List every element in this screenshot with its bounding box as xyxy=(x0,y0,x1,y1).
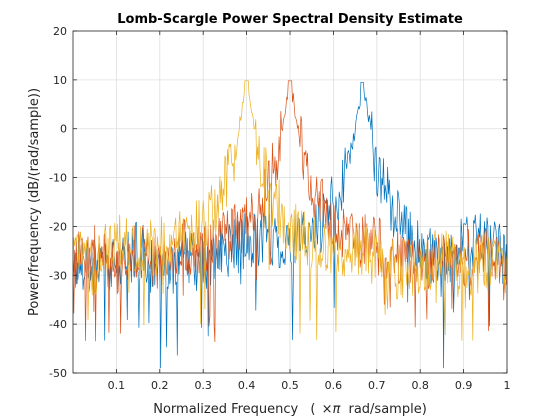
series-line-3 xyxy=(72,80,508,341)
x-axis-label-prefix: Normalized Frequency xyxy=(153,402,298,417)
y-tick-label: -10 xyxy=(49,172,67,185)
x-tick-label: 0.6 xyxy=(325,379,343,392)
x-axis-label-math: ×π xyxy=(322,402,341,417)
y-tick-label: -30 xyxy=(49,269,67,282)
x-axis-label-open: ( xyxy=(310,402,315,417)
chart-title: Lomb-Scargle Power Spectral Density Esti… xyxy=(117,12,463,27)
x-tick-label: 0.4 xyxy=(238,379,256,392)
y-tick-label: 0 xyxy=(60,123,67,136)
x-axis-label-suffix: rad/sample) xyxy=(348,402,426,417)
x-tick-label: 0.9 xyxy=(455,379,473,392)
x-tick-label: 0.8 xyxy=(411,379,429,392)
x-tick-label: 0.3 xyxy=(194,379,212,392)
x-tick-label: 1 xyxy=(504,379,511,392)
y-axis-label: Power/frequency (dB/(rad/sample)) xyxy=(27,88,42,316)
x-axis-label: Normalized Frequency ( ×π rad/sample) xyxy=(153,402,427,417)
x-tick-label: 0.7 xyxy=(368,379,386,392)
x-tick-label: 0.1 xyxy=(108,379,126,392)
x-tick-label: 0.5 xyxy=(281,379,299,392)
y-tick-label: -50 xyxy=(49,367,67,380)
y-tick-label: 20 xyxy=(53,25,67,38)
y-tick-label: -40 xyxy=(49,318,67,331)
series-layer xyxy=(72,80,508,369)
x-tick-label: 0.2 xyxy=(151,379,169,392)
y-tick-label: -20 xyxy=(49,220,67,233)
y-tick-label: 10 xyxy=(53,74,67,87)
series-line-2 xyxy=(72,80,508,343)
axis-ticks: 0.1 0.2 0.3 0.4 0.5 0.6 0.7 0.8 0.9 1 20 10 0 -10 -20 -… xyxy=(49,25,510,392)
